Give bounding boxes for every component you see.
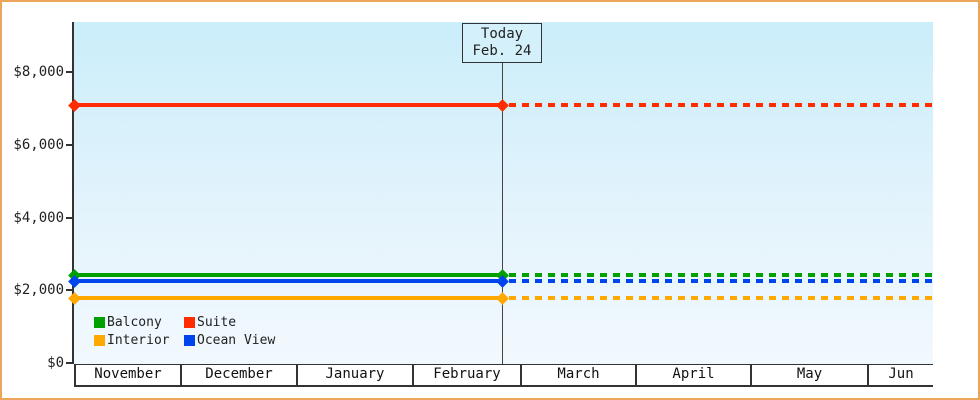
y-axis-label-8000: $8,000	[13, 64, 64, 80]
today-label: Today	[480, 26, 524, 42]
legend-swatch-icon	[184, 316, 195, 328]
legend-label: Interior	[107, 332, 170, 348]
y-axis-tick	[66, 289, 73, 292]
month-cell-march: March	[520, 365, 635, 385]
month-cell-april: April	[635, 365, 750, 385]
month-cell-december: December	[180, 365, 296, 385]
legend-label: Ocean View	[197, 332, 276, 348]
x-axis-month-strip: November December January February March Apri…	[74, 364, 933, 387]
today-marker-line	[502, 62, 503, 364]
series-line-solid-suite	[74, 102, 502, 107]
y-axis-label-0: $0	[47, 355, 64, 371]
series-marker-suite	[68, 98, 81, 112]
series-line-projected-balcony	[509, 272, 933, 277]
series-marker-suite	[496, 98, 509, 112]
chart-legend: Balcony Suite Interior Ocean View	[94, 314, 275, 348]
series-line-projected-interior	[509, 295, 933, 300]
legend-swatch-icon	[184, 334, 195, 346]
today-annotation-box: Today Feb. 24	[462, 23, 542, 63]
series-marker-interior	[496, 292, 509, 305]
series-line-projected-ocean-view	[509, 278, 933, 283]
y-axis-tick	[66, 216, 73, 219]
y-axis-tick	[66, 143, 73, 146]
series-line-projected-suite	[509, 102, 933, 107]
y-axis-label-2000: $2,000	[13, 282, 64, 299]
y-axis-line	[72, 22, 74, 364]
legend-entry-suite: Suite	[184, 314, 275, 330]
y-axis-tick	[66, 362, 73, 364]
plot-area: Today Feb. 24 Balcony Suite Interior Ocean …	[68, 22, 933, 364]
legend-label: Suite	[197, 314, 237, 330]
series-line-solid-balcony	[74, 272, 502, 277]
series-line-solid-ocean-view	[74, 278, 502, 283]
month-cell-january: January	[296, 365, 412, 385]
legend-swatch-icon	[94, 316, 105, 328]
legend-entry-balcony: Balcony	[94, 314, 184, 330]
month-cell-may: May	[750, 365, 867, 385]
month-cell-february: February	[412, 365, 520, 385]
month-cell-november: November	[74, 365, 180, 385]
month-cell-jun: Jun	[867, 365, 933, 385]
legend-entry-interior: Interior	[94, 332, 184, 348]
legend-entry-ocean-view: Ocean View	[184, 332, 275, 348]
legend-swatch-icon	[94, 334, 105, 346]
today-date: Feb. 24	[472, 43, 532, 59]
legend-label: Balcony	[107, 314, 162, 330]
y-axis-label-6000: $6,000	[13, 136, 64, 153]
series-marker-interior	[68, 292, 81, 305]
y-axis-label-4000: $4,000	[13, 209, 64, 226]
y-axis-tick	[66, 71, 73, 73]
series-line-solid-interior	[74, 295, 502, 300]
